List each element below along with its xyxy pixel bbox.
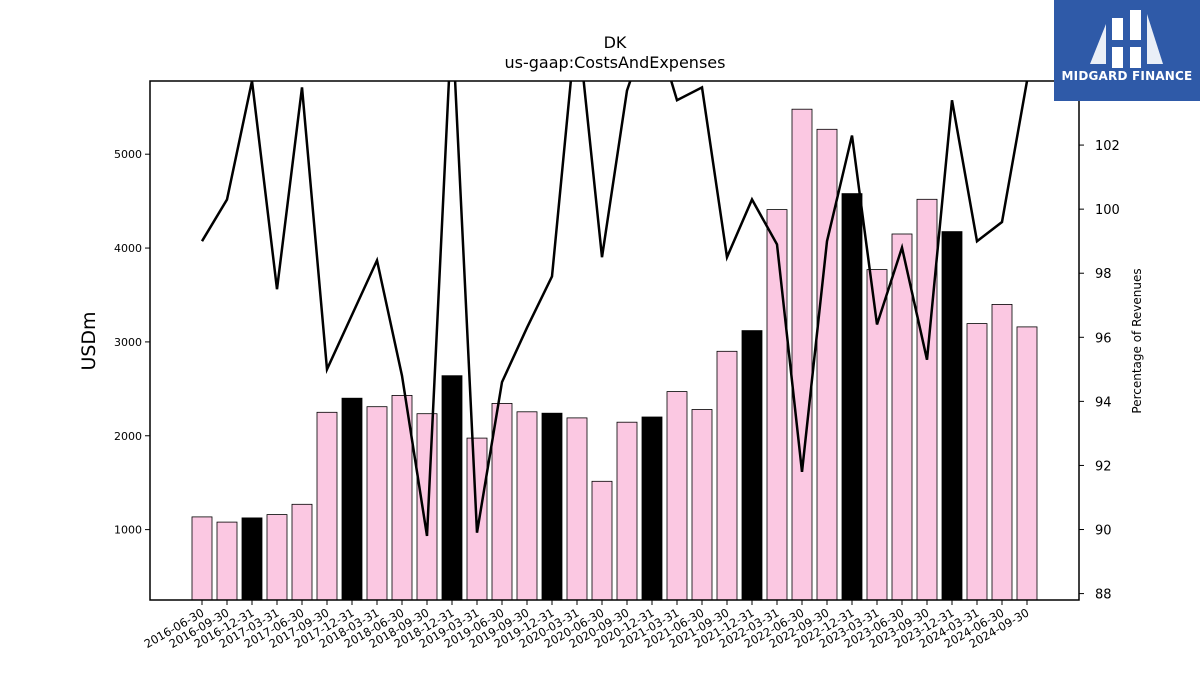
chart-subtitle: us-gaap:CostsAndExpenses bbox=[505, 53, 726, 72]
y2-tick-label: 98 bbox=[1095, 267, 1112, 282]
y-tick-label: 1000 bbox=[114, 524, 142, 537]
bar-2017-09-30 bbox=[316, 411, 338, 601]
y-tick-label: 4000 bbox=[114, 242, 142, 255]
left-axis-ticks: 1000 2000 3000 4000 5000 bbox=[114, 148, 150, 537]
midgard-logo-icon bbox=[1090, 10, 1163, 68]
bar-2021-06-30 bbox=[691, 409, 713, 601]
percentage-line bbox=[200, 81, 1029, 537]
y-tick-label: 3000 bbox=[114, 336, 142, 349]
y2-tick-label: 102 bbox=[1095, 139, 1120, 154]
y2-tick-label: 94 bbox=[1095, 395, 1112, 410]
x-axis-ticks: 2016-06-302016-09-302016-12-312017-03-31… bbox=[142, 600, 1032, 651]
bar-2022-03-31 bbox=[766, 209, 788, 601]
right-axis-ticks: 88 90 92 94 96 98 100 102 bbox=[1079, 139, 1120, 603]
bar-2021-03-31 bbox=[666, 391, 688, 601]
bar-2023-06-30 bbox=[891, 233, 913, 601]
bar-2021-09-30 bbox=[716, 350, 738, 601]
plot-frame bbox=[149, 80, 1080, 601]
bar-2018-12-31 bbox=[441, 375, 463, 601]
brand-logo: MIDGARD FINANCE bbox=[1054, 0, 1200, 101]
bar-2022-06-30 bbox=[791, 108, 813, 601]
bar-2016-09-30 bbox=[216, 521, 238, 601]
bar-2020-06-30 bbox=[591, 480, 613, 601]
bar-2017-12-31 bbox=[341, 397, 363, 601]
bar-2022-09-30 bbox=[816, 128, 838, 601]
y-tick-label: 2000 bbox=[114, 430, 142, 443]
y2-tick-label: 96 bbox=[1095, 331, 1112, 346]
bar-2023-12-31 bbox=[941, 231, 963, 601]
bar-2018-09-30 bbox=[416, 413, 438, 601]
bar-series bbox=[191, 108, 1038, 601]
bar-2023-09-30 bbox=[916, 198, 938, 601]
y2-tick-label: 90 bbox=[1095, 524, 1112, 539]
bar-2019-06-30 bbox=[491, 402, 513, 601]
bar-2017-06-30 bbox=[291, 503, 313, 601]
bar-2017-03-31 bbox=[266, 514, 288, 601]
bar-2016-12-31 bbox=[241, 517, 263, 601]
bar-2019-09-30 bbox=[516, 411, 538, 601]
chart-title: DK bbox=[604, 33, 627, 52]
y2-tick-label: 100 bbox=[1095, 203, 1120, 218]
bar-2024-09-30 bbox=[1016, 326, 1038, 601]
bar-2021-12-31 bbox=[741, 330, 763, 601]
y-tick-label: 5000 bbox=[114, 148, 142, 161]
bar-2020-03-31 bbox=[566, 417, 588, 601]
bar-2024-06-30 bbox=[991, 303, 1013, 601]
y2-tick-label: 88 bbox=[1095, 588, 1112, 603]
bar-2024-03-31 bbox=[966, 323, 988, 601]
brand-name: MIDGARD FINANCE bbox=[1061, 69, 1193, 83]
bar-2022-12-31 bbox=[841, 193, 863, 601]
bar-2016-06-30 bbox=[191, 516, 213, 601]
y2-tick-label: 92 bbox=[1095, 459, 1112, 474]
bar-2020-09-30 bbox=[616, 421, 638, 601]
bar-2020-12-31 bbox=[641, 416, 663, 601]
bar-2019-12-31 bbox=[541, 412, 563, 601]
y2-axis-label: Percentage of Revenues bbox=[1130, 268, 1144, 413]
bar-2018-03-31 bbox=[366, 406, 388, 601]
y-axis-label: USDm bbox=[78, 311, 100, 370]
